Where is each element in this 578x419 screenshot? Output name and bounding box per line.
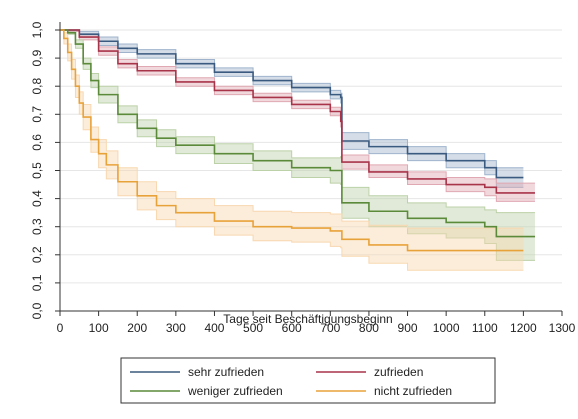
x-tick-label: 300: [166, 321, 186, 335]
y-tick-label: 0,9: [30, 49, 44, 66]
x-tick-label: 800: [359, 321, 379, 335]
legend-label: sehr zufrieden: [188, 365, 264, 379]
y-axis-ticks: 0,0 0,1 0,2 0,3 0,4 0,5 0,6 0,7 0,8 0,9 1,0: [30, 21, 60, 319]
legend: sehr zufrieden zufrieden weniger zufrieden…: [120, 357, 496, 404]
y-tick-label: 0,0: [30, 302, 44, 319]
y-tick-label: 0,2: [30, 246, 44, 263]
x-axis-ticks: 0 100 200 300 400 500 600 700 800 900 1000 1100 1200…: [57, 311, 576, 335]
x-tick-label: 1000: [433, 321, 460, 335]
x-tick-label: 900: [398, 321, 418, 335]
survival-line: [60, 29, 524, 179]
x-tick-label: 1200: [510, 321, 537, 335]
y-tick-label: 0,6: [30, 134, 44, 151]
x-axis-label: Tage seit Beschäftigungsbeginn: [223, 312, 392, 326]
y-tick-label: 0,1: [30, 274, 44, 291]
x-tick-label: 400: [204, 321, 224, 335]
legend-label: weniger zufrieden: [187, 384, 283, 398]
legend-label: zufrieden: [374, 365, 423, 379]
survival-curves: [60, 29, 535, 252]
band-lower-edge: [60, 29, 535, 261]
x-tick-label: 1300: [549, 321, 576, 335]
x-tick-label: 600: [282, 321, 302, 335]
x-tick-label: 0: [57, 321, 64, 335]
y-tick-label: 0,5: [30, 162, 44, 179]
x-tick-label: 100: [89, 321, 109, 335]
x-tick-label: 700: [320, 321, 340, 335]
legend-label: nicht zufrieden: [374, 384, 452, 398]
x-tick-label: 500: [243, 321, 263, 335]
survival-line: [60, 29, 535, 194]
y-tick-label: 0,4: [30, 190, 44, 207]
survival-line: [60, 29, 535, 238]
legend-box: [120, 357, 496, 404]
x-tick-label: 1100: [472, 321, 498, 335]
axes: [59, 22, 562, 312]
grid-lines: [60, 29, 562, 312]
y-tick-label: 0,3: [30, 218, 44, 235]
band-lower-edge: [60, 29, 524, 271]
x-tick-label: 200: [127, 321, 147, 335]
survival-line: [60, 29, 524, 252]
y-tick-label: 0,8: [30, 78, 44, 95]
y-tick-label: 0,7: [30, 106, 44, 123]
y-tick-label: 1,0: [30, 21, 44, 38]
